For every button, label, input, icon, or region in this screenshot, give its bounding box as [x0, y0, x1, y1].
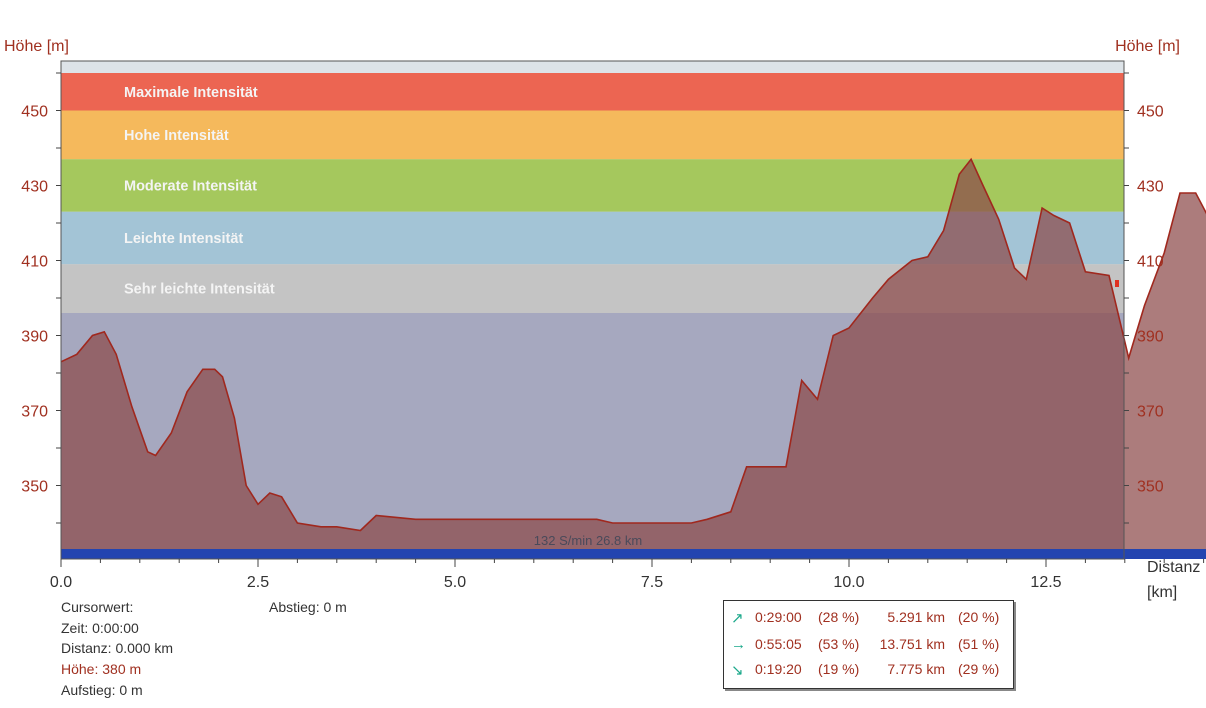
- cursor-ascent: Aufstieg: 0 m: [61, 681, 143, 698]
- y-tick-label-left: 430: [21, 179, 48, 196]
- x-axis-label: Distanz: [1147, 559, 1200, 576]
- stat-distance-pct: (51 %): [958, 636, 1000, 652]
- arrow-right-icon: →: [731, 636, 746, 653]
- y-tick-label-left: 390: [21, 329, 48, 346]
- x-tick-label: 12.5: [1030, 574, 1061, 591]
- stat-distance: 7.775 km: [887, 661, 945, 677]
- cursor-distance: Distanz: 0.000 km: [61, 640, 174, 657]
- y-tick-label-right: 350: [1137, 479, 1164, 496]
- y-axis-label-left: Höhe [m]: [4, 38, 69, 55]
- x-tick-label: 0.0: [50, 574, 72, 591]
- x-axis-unit: [km]: [1147, 584, 1177, 601]
- stat-time-pct: (19 %): [818, 661, 860, 677]
- y-tick-label-right: 410: [1137, 254, 1164, 271]
- stat-distance: 13.751 km: [879, 636, 945, 652]
- zone-band: [61, 110, 1124, 160]
- arrow-up-right-icon: ↗: [731, 610, 744, 627]
- cursor-info: Cursorwert: Zeit: 0:00:00 Distanz: 0.000…: [61, 597, 173, 701]
- stat-time: 0:29:00: [755, 609, 802, 625]
- y-tick-label-right: 390: [1137, 329, 1164, 346]
- y-tick-label-right: 370: [1137, 404, 1164, 421]
- zone-label: Sehr leichte Intensität: [124, 282, 275, 298]
- cursor-marker: [1115, 280, 1119, 287]
- bottom-annotation: 132 S/min 26.8 km: [534, 533, 642, 548]
- x-tick-label: 10.0: [833, 574, 864, 591]
- y-tick-label-left: 350: [21, 479, 48, 496]
- stat-time: 0:19:20: [755, 661, 802, 677]
- stat-distance-pct: (20 %): [958, 609, 1000, 625]
- stat-time-pct: (28 %): [818, 609, 860, 625]
- zone-label: Leichte Intensität: [124, 231, 243, 247]
- cursor-height: Höhe: 380 m: [61, 661, 142, 678]
- stats-row-flat: → 0:55:05 (53 %) 13.751 km (51 %): [724, 636, 1013, 657]
- stats-box: ↗ 0:29:00 (28 %) 5.291 km (20 %) → 0:55:…: [723, 600, 1014, 689]
- stat-distance: 5.291 km: [887, 609, 945, 625]
- zone-label: Moderate Intensität: [124, 179, 257, 195]
- x-tick-label: 2.5: [247, 574, 269, 591]
- y-tick-label-right: 430: [1137, 179, 1164, 196]
- plot-frame: [60, 60, 1125, 560]
- y-tick-label-right: 450: [1137, 104, 1164, 121]
- arrow-down-right-icon: ↘: [731, 662, 744, 679]
- x-tick-label: 7.5: [641, 574, 663, 591]
- profile-line: [60, 157, 1206, 532]
- zone-band: [61, 73, 1124, 111]
- y-tick-label-left: 370: [21, 404, 48, 421]
- stats-row-ascent: ↗ 0:29:00 (28 %) 5.291 km (20 %): [724, 609, 1013, 630]
- stats-row-descent: ↘ 0:19:20 (19 %) 7.775 km (29 %): [724, 661, 1013, 682]
- profile-area: [61, 159, 1206, 549]
- stat-distance-pct: (29 %): [958, 661, 1000, 677]
- cursor-descent: Abstieg: 0 m: [269, 599, 347, 615]
- stat-time-pct: (53 %): [818, 636, 860, 652]
- zone-band: [61, 159, 1124, 212]
- y-tick-label-left: 410: [21, 254, 48, 271]
- cursor-time: Zeit: 0:00:00: [61, 619, 139, 636]
- stat-time: 0:55:05: [755, 636, 802, 652]
- x-tick-label: 5.0: [444, 574, 466, 591]
- y-tick-label-left: 450: [21, 104, 48, 121]
- bottom-bar: [61, 549, 1206, 559]
- zone-label: Hohe Intensität: [124, 128, 229, 144]
- y-axis-label-right: Höhe [m]: [1115, 38, 1180, 55]
- zone-label: Maximale Intensität: [124, 85, 258, 101]
- cursor-title: Cursorwert:: [61, 599, 134, 615]
